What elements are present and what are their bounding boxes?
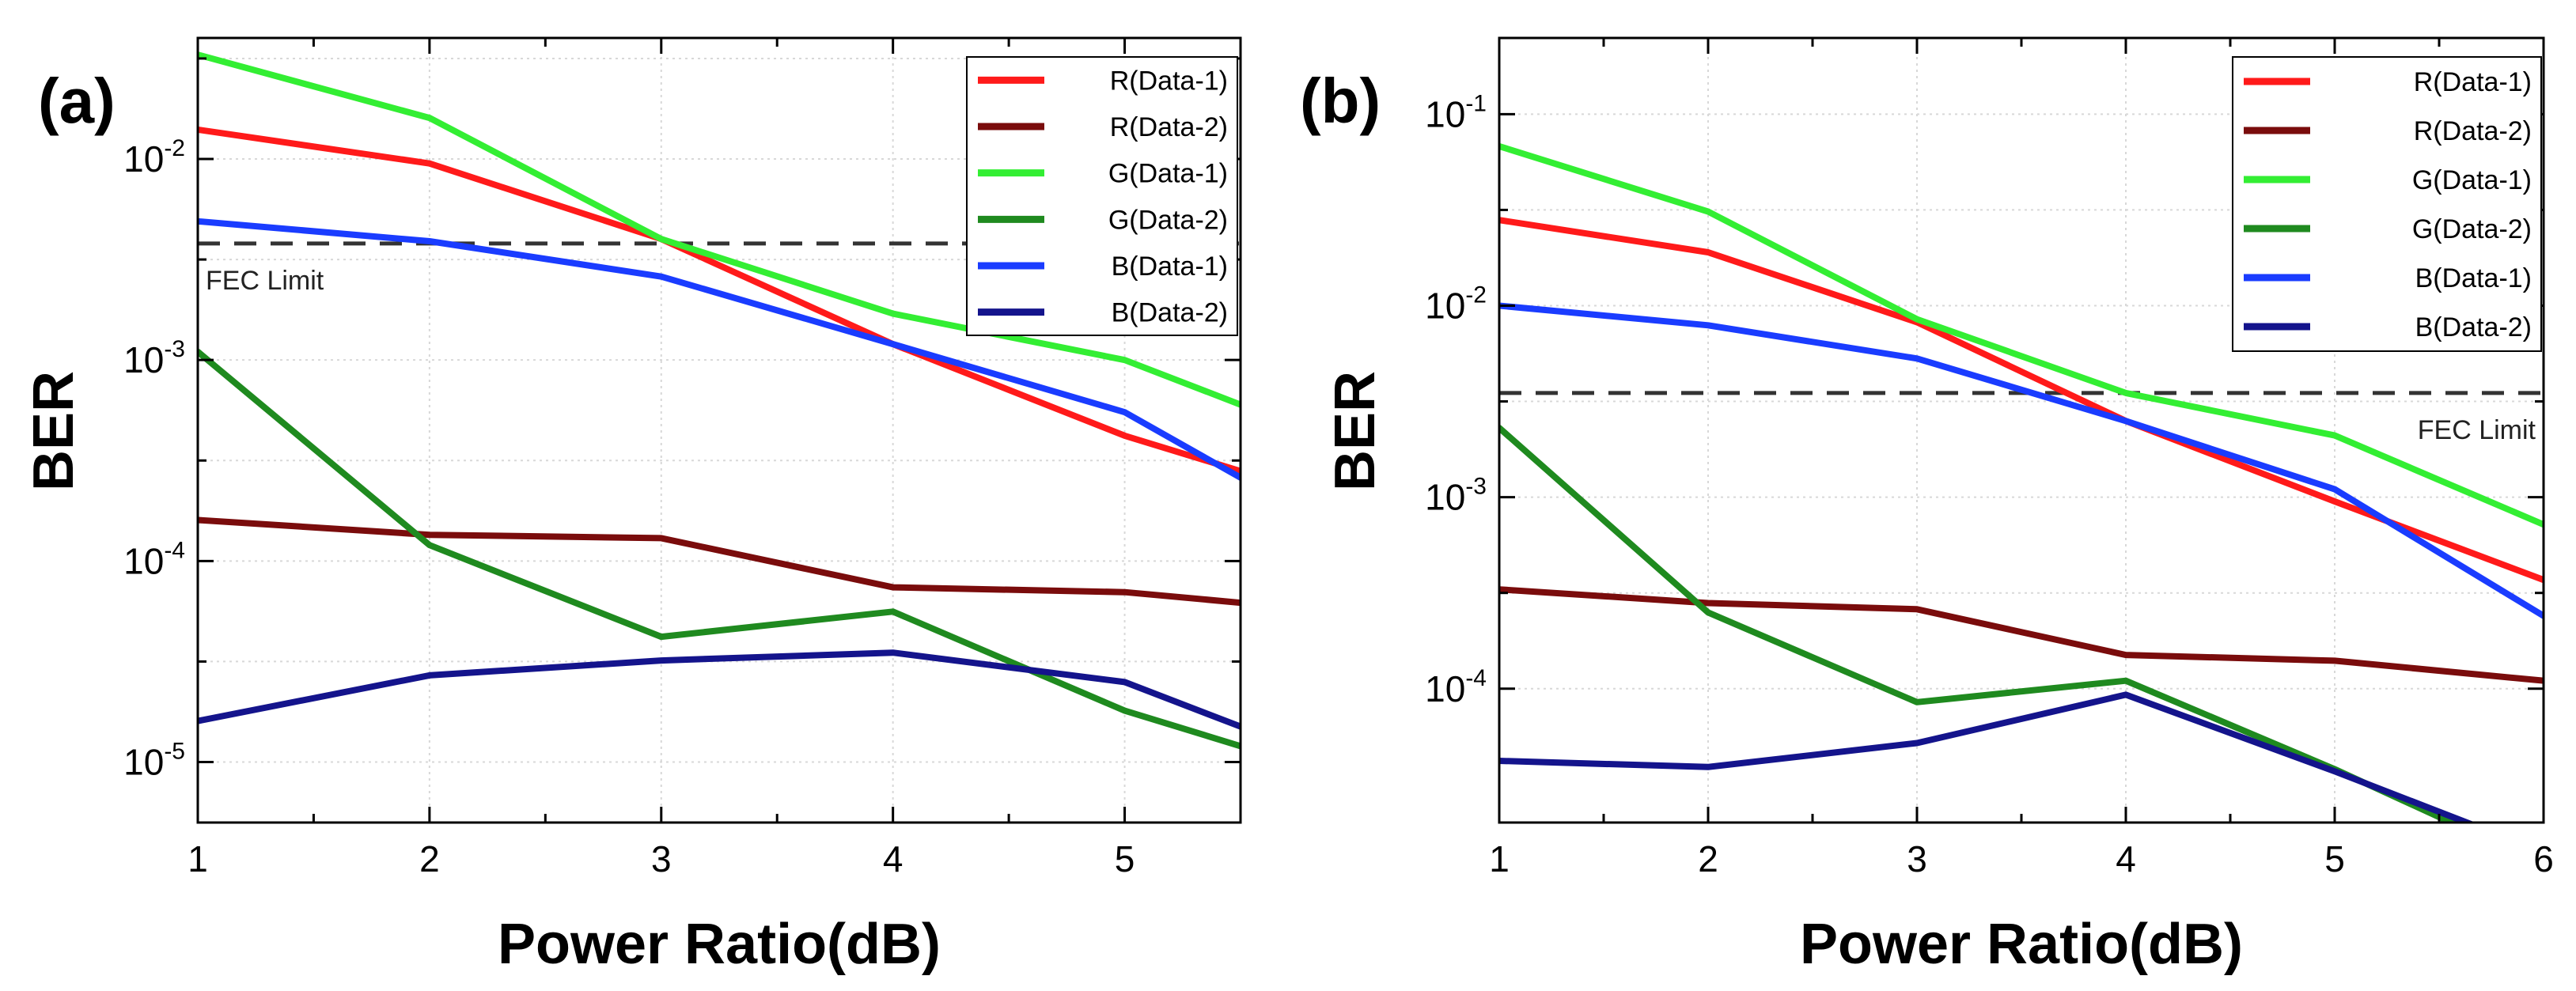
- x-tick-label: 2: [1698, 838, 1718, 879]
- legend-frame: [966, 56, 1238, 336]
- panel-b-chart: FEC Limit 1 2 3 4 5 6 10-4 10-3 10-2 10-1 Power Rat…: [1300, 36, 2554, 976]
- legend-label-b-data-2: B(Data-2): [1112, 298, 1228, 328]
- plot-frame: [196, 36, 1242, 824]
- series-group: [198, 51, 1241, 750]
- x-tick-label: 1: [188, 838, 208, 879]
- x-tick-label: 3: [651, 838, 672, 879]
- series-group: [1499, 142, 2544, 823]
- series-line-r-data-1: [1499, 217, 2544, 584]
- x-axis-title: Power Ratio(dB): [498, 913, 941, 976]
- x-tick-label: 4: [883, 838, 903, 879]
- y-tick-label: 10-1: [1425, 90, 1487, 134]
- series-line-b-data-2: [1499, 691, 2476, 823]
- legend-label-b-data-1: B(Data-1): [2415, 263, 2532, 293]
- y-tick-label: 10-4: [123, 537, 185, 581]
- series-line-b-data-2: [198, 649, 1241, 730]
- panel-a-chart: FEC Limit 1 2 3 4 5 10-5 10-4 10-3 10-2 Power Rati…: [22, 36, 1242, 976]
- legend-label-r-data-1: R(Data-1): [1110, 66, 1228, 96]
- y-tick-label: 10-2: [1425, 282, 1487, 326]
- x-tick-label: 5: [1115, 838, 1135, 879]
- x-tick-label: 3: [1907, 838, 1927, 879]
- panel-label: (b): [1300, 66, 1381, 136]
- legend: R(Data-1) R(Data-2) G(Data-1) G(Data-2) B(Da…: [2232, 56, 2542, 352]
- legend-label-b-data-1: B(Data-1): [1112, 252, 1228, 282]
- legend-label-g-data-2: G(Data-2): [2412, 214, 2532, 244]
- x-axis-title: Power Ratio(dB): [1800, 913, 2243, 976]
- x-tick-label: 6: [2533, 838, 2554, 879]
- series-line-g-data-2: [1499, 425, 2459, 823]
- series-line-g-data-1: [198, 51, 1241, 408]
- legend-frame: [2232, 56, 2542, 352]
- series-line-b-data-1: [198, 217, 1241, 481]
- axis-ticks: 1 2 3 4 5 6 10-4 10-3 10-2 10-1: [1425, 38, 2554, 879]
- legend-label-g-data-2: G(Data-2): [1108, 205, 1228, 235]
- series-line-r-data-1: [198, 126, 1241, 475]
- legend: R(Data-1) R(Data-2) G(Data-1) G(Data-2) B(Da…: [966, 56, 1238, 336]
- x-tick-label: 2: [419, 838, 440, 879]
- series-line-b-data-1: [1499, 302, 2544, 619]
- legend-label-r-data-1: R(Data-1): [2414, 67, 2532, 97]
- legend-label-r-data-2: R(Data-2): [2414, 116, 2532, 146]
- series-line-g-data-2: [198, 348, 1241, 750]
- series-line-r-data-2: [198, 516, 1241, 607]
- legend-label-g-data-1: G(Data-1): [1108, 159, 1228, 189]
- fec-limit-label: FEC Limit: [2418, 415, 2536, 445]
- legend-label-r-data-2: R(Data-2): [1110, 112, 1228, 142]
- y-tick-label: 10-3: [1425, 474, 1487, 518]
- legend-label-b-data-2: B(Data-2): [2415, 312, 2532, 342]
- fec-limit-label: FEC Limit: [206, 266, 324, 296]
- y-axis-title: BER: [22, 371, 85, 491]
- y-tick-label: 10-5: [123, 738, 185, 782]
- y-tick-label: 10-3: [123, 336, 185, 380]
- y-tick-label: 10-2: [123, 135, 185, 180]
- y-axis-title: BER: [1324, 371, 1387, 491]
- x-tick-label: 1: [1489, 838, 1510, 879]
- x-tick-label: 4: [2116, 838, 2136, 879]
- series-line-g-data-1: [1499, 142, 2544, 528]
- y-tick-label: 10-4: [1425, 665, 1487, 709]
- axis-ticks: 1 2 3 4 5 10-5 10-4 10-3 10-2: [123, 38, 1241, 879]
- panel-label: (a): [38, 66, 116, 136]
- series-line-r-data-2: [1499, 586, 2544, 684]
- legend-label-g-data-1: G(Data-1): [2412, 165, 2532, 195]
- x-tick-label: 5: [2324, 838, 2345, 879]
